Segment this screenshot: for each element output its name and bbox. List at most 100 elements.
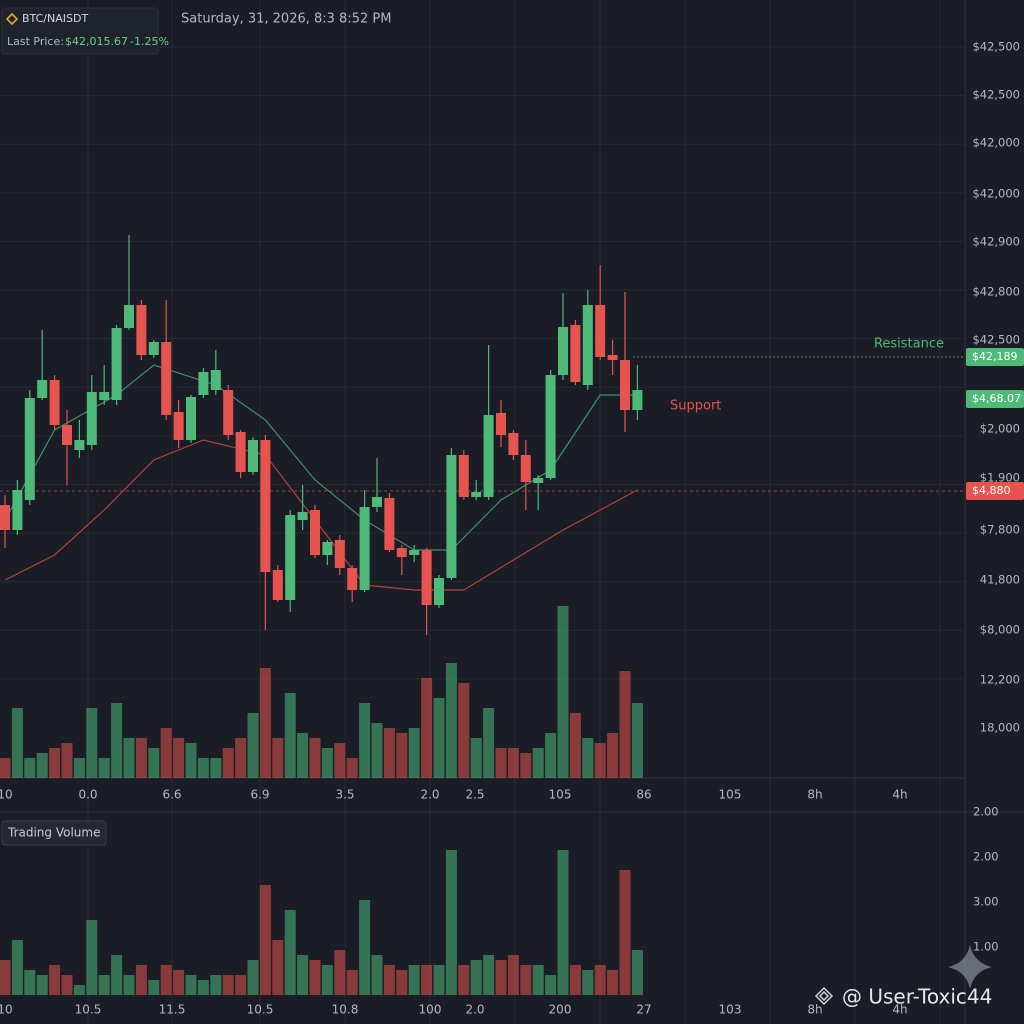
candle-body bbox=[62, 425, 72, 445]
volume-bar bbox=[458, 683, 470, 778]
y-axis-label: $1,900 bbox=[980, 471, 1020, 485]
volume-bar bbox=[73, 758, 85, 778]
volume-bar bbox=[334, 743, 346, 778]
volume-bar bbox=[98, 758, 110, 778]
volume-bar bbox=[421, 678, 433, 778]
volume-panel-bar bbox=[631, 950, 643, 995]
volume-panel-bar bbox=[445, 850, 457, 995]
candle-body bbox=[86, 392, 97, 445]
y-axis-label: $8,000 bbox=[980, 623, 1020, 637]
candle-body bbox=[49, 380, 60, 425]
candle-body bbox=[372, 497, 382, 507]
volume-bar bbox=[259, 668, 271, 778]
volume-panel-bar bbox=[383, 965, 395, 995]
y-axis-label: 41,800 bbox=[980, 573, 1020, 587]
volume-bar bbox=[284, 693, 296, 778]
y-axis-label: $42,500 bbox=[972, 40, 1020, 54]
volume-panel-bar bbox=[408, 965, 420, 995]
x-axis-label: 3.5 bbox=[335, 788, 354, 802]
volume-bar bbox=[197, 758, 209, 778]
volume-panel-bar bbox=[197, 980, 209, 995]
watermark: @ User-Toxic44 bbox=[842, 985, 992, 1009]
volume-panel-bar bbox=[520, 965, 532, 995]
x-axis-label: 8h bbox=[807, 788, 822, 802]
volume-panel-bar bbox=[123, 975, 135, 995]
x-axis-label: 6.9 bbox=[250, 788, 269, 802]
volume-bar bbox=[123, 738, 135, 778]
candle-body bbox=[632, 390, 643, 410]
volume-bar bbox=[408, 728, 420, 778]
volume-panel-bar bbox=[160, 965, 172, 995]
datetime: Saturday, 31, 2026, 8:3 8:52 PM bbox=[181, 12, 391, 27]
y-axis-label: $42,500 bbox=[972, 88, 1020, 102]
volume-panel-bar bbox=[557, 850, 569, 995]
volume-bar bbox=[210, 758, 222, 778]
volume-panel-bar bbox=[507, 955, 519, 995]
volume-panel-bar bbox=[619, 870, 631, 995]
symbol-icon bbox=[5, 12, 19, 26]
volume-x-label: 8h bbox=[807, 1003, 822, 1017]
volume-panel-bar bbox=[470, 960, 482, 995]
volume-bar bbox=[86, 708, 98, 778]
volume-panel-bar bbox=[222, 975, 234, 995]
volume-bar bbox=[11, 708, 23, 778]
volume-bar bbox=[396, 733, 408, 778]
symbol: BTC/NAISDT bbox=[22, 12, 88, 25]
volume-bar bbox=[111, 703, 123, 778]
candle-body bbox=[607, 355, 618, 360]
candle-body bbox=[322, 542, 333, 555]
volume-panel-bar bbox=[309, 960, 321, 995]
volume-bar bbox=[582, 738, 594, 778]
volume-bar bbox=[569, 713, 581, 778]
price-tag: $4,68.07 bbox=[972, 392, 1021, 405]
volume-bar bbox=[495, 748, 507, 778]
volume-bar bbox=[49, 748, 61, 778]
volume-bar bbox=[383, 728, 395, 778]
volume-x-label: 10 bbox=[0, 1003, 13, 1017]
volume-panel-bar bbox=[359, 900, 371, 995]
volume-bar bbox=[173, 738, 185, 778]
volume-x-label: 2.0 bbox=[465, 1003, 484, 1017]
volume-title: Trading Volume bbox=[7, 826, 100, 840]
volume-panel-bar bbox=[210, 975, 222, 995]
volume-panel-bar bbox=[458, 965, 470, 995]
volume-panel-bar bbox=[272, 940, 284, 995]
y-axis-label: 18,000 bbox=[980, 721, 1020, 735]
volume-bar bbox=[24, 758, 36, 778]
volume-bar bbox=[483, 708, 495, 778]
last-price: $42,015.67 bbox=[65, 35, 128, 48]
candle-body bbox=[24, 398, 35, 500]
volume-x-label: 10.5 bbox=[75, 1003, 102, 1017]
volume-panel-bar bbox=[36, 975, 48, 995]
candle-body bbox=[421, 550, 432, 605]
candle-body bbox=[272, 570, 283, 600]
candle-body bbox=[310, 510, 320, 555]
price-tag: $42,189 bbox=[972, 350, 1018, 363]
candle-body bbox=[334, 540, 345, 568]
x-axis-label: 0.0 bbox=[78, 788, 97, 802]
candle-body bbox=[235, 432, 246, 472]
volume-bar bbox=[631, 703, 643, 778]
y-axis-label: 12,200 bbox=[980, 673, 1020, 687]
volume-x-label: 11.5 bbox=[159, 1003, 186, 1017]
volume-panel-bar bbox=[235, 975, 247, 995]
volume-axis-label: 2.00 bbox=[973, 805, 999, 819]
candle-body bbox=[595, 305, 606, 357]
volume-x-label: 27 bbox=[636, 1003, 651, 1017]
candle-body bbox=[12, 490, 23, 530]
candle-body bbox=[248, 440, 258, 472]
volume-panel-bar bbox=[135, 965, 147, 995]
candle-body bbox=[384, 498, 395, 550]
candle-body bbox=[620, 360, 630, 410]
volume-bar bbox=[309, 738, 321, 778]
volume-bar bbox=[507, 748, 519, 778]
volume-bar bbox=[185, 743, 197, 778]
candle-body bbox=[260, 440, 271, 572]
volume-panel-bar bbox=[247, 960, 259, 995]
candle-body bbox=[198, 372, 209, 395]
volume-bar bbox=[148, 748, 160, 778]
volume-panel-bar bbox=[532, 965, 544, 995]
